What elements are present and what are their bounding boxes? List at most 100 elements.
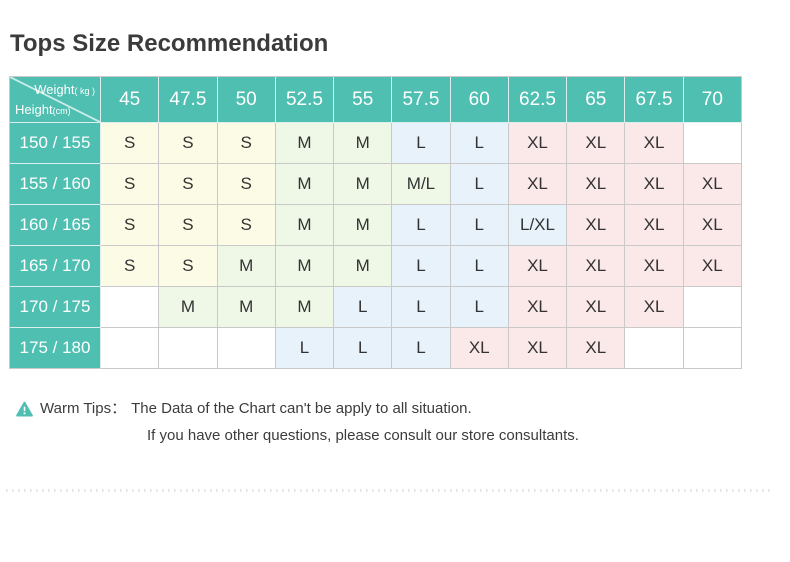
warm-tips-label: Warm Tips： — [40, 400, 127, 417]
size-cell: M — [275, 164, 335, 205]
size-cell: M — [334, 164, 393, 205]
table-header-row: Weight( kg ) Height(cm) 45 47.5 50 52.5 55 57… — [10, 77, 742, 123]
table-body: 150 / 155 S S S M M L L XL XL XL 155 / 160 S S S M M M/L L… — [10, 123, 742, 369]
size-cell: XL — [625, 164, 684, 205]
size-cell: XL — [508, 328, 568, 369]
size-cell — [683, 287, 742, 328]
size-cell: L/XL — [508, 205, 568, 246]
size-cell: M — [217, 287, 276, 328]
table-row: 150 / 155 S S S M M L L XL XL XL — [10, 123, 742, 164]
column-header: 57.5 — [392, 77, 451, 123]
row-header: 175 / 180 — [10, 328, 101, 369]
table-row: 160 / 165 S S S M M L L L/XL XL XL XL — [10, 205, 742, 246]
size-cell — [159, 328, 218, 369]
table-row: 175 / 180 L L L XL XL XL — [10, 328, 742, 369]
size-cell — [625, 328, 684, 369]
row-header: 160 / 165 — [10, 205, 101, 246]
size-cell: XL — [567, 328, 626, 369]
size-cell: L — [450, 205, 509, 246]
size-cell: L — [334, 287, 393, 328]
size-cell: XL — [625, 246, 684, 287]
size-cell: S — [217, 164, 276, 205]
size-cell: M — [334, 205, 393, 246]
size-cell: XL — [567, 246, 626, 287]
size-cell: XL — [683, 246, 742, 287]
size-cell — [217, 328, 276, 369]
size-cell: S — [101, 246, 160, 287]
size-cell: XL — [450, 328, 509, 369]
size-cell: S — [101, 164, 160, 205]
height-axis-label: Height(cm) — [15, 102, 71, 117]
warm-tips-line1: Warm Tips： The Data of the Chart can't b… — [16, 399, 790, 419]
size-cell: XL — [508, 164, 568, 205]
dashed-separator — [6, 489, 770, 492]
column-header: 52.5 — [275, 77, 335, 123]
size-cell: L — [334, 328, 393, 369]
column-header: 55 — [334, 77, 393, 123]
size-cell: L — [450, 164, 509, 205]
table-row: 155 / 160 S S S M M M/L L XL XL XL XL — [10, 164, 742, 205]
size-cell: L — [392, 328, 451, 369]
column-header: 47.5 — [159, 77, 218, 123]
size-cell: L — [392, 287, 451, 328]
size-cell: XL — [508, 287, 568, 328]
row-header: 150 / 155 — [10, 123, 101, 164]
size-cell: S — [159, 205, 218, 246]
size-cell: XL — [508, 123, 568, 164]
size-cell: M — [159, 287, 218, 328]
size-cell: M/L — [392, 164, 451, 205]
size-cell: XL — [567, 123, 626, 164]
size-cell: M — [334, 123, 393, 164]
size-cell: M — [275, 246, 335, 287]
table-row: 165 / 170 S S M M M L L XL XL XL XL — [10, 246, 742, 287]
column-header: 50 — [217, 77, 276, 123]
size-cell: L — [392, 246, 451, 287]
size-cell: XL — [567, 287, 626, 328]
size-cell — [101, 328, 160, 369]
size-cell: S — [159, 123, 218, 164]
row-header: 170 / 175 — [10, 287, 101, 328]
size-cell: M — [275, 205, 335, 246]
size-cell — [101, 287, 160, 328]
table-row: 170 / 175 M M M L L L XL XL XL — [10, 287, 742, 328]
page-title: Tops Size Recommendation — [10, 30, 329, 57]
size-cell: XL — [683, 205, 742, 246]
size-cell: S — [217, 123, 276, 164]
size-cell: M — [217, 246, 276, 287]
size-cell: L — [450, 287, 509, 328]
size-cell — [683, 123, 742, 164]
column-header: 62.5 — [508, 77, 568, 123]
column-header: 45 — [101, 77, 160, 123]
corner-cell: Weight( kg ) Height(cm) — [10, 77, 101, 123]
size-cell: S — [101, 205, 160, 246]
size-cell: L — [450, 123, 509, 164]
size-cell: L — [392, 205, 451, 246]
size-cell: XL — [625, 123, 684, 164]
size-cell: L — [392, 123, 451, 164]
size-cell: M — [275, 123, 335, 164]
row-header: 165 / 170 — [10, 246, 101, 287]
size-cell: S — [159, 164, 218, 205]
size-cell: XL — [567, 205, 626, 246]
size-cell: M — [275, 287, 335, 328]
size-cell — [683, 328, 742, 369]
column-header: 67.5 — [625, 77, 684, 123]
warning-triangle-icon — [16, 401, 33, 417]
size-cell: XL — [625, 205, 684, 246]
weight-axis-label: Weight( kg ) — [34, 82, 95, 97]
size-cell: XL — [508, 246, 568, 287]
size-cell: XL — [683, 164, 742, 205]
size-cell: S — [217, 205, 276, 246]
column-header: 65 — [567, 77, 626, 123]
column-header: 60 — [450, 77, 509, 123]
size-cell: S — [159, 246, 218, 287]
size-cell: XL — [625, 287, 684, 328]
size-cell: S — [101, 123, 160, 164]
warm-tips: Warm Tips： The Data of the Chart can't b… — [16, 399, 790, 446]
size-cell: L — [275, 328, 335, 369]
size-cell: M — [334, 246, 393, 287]
warm-tips-line2: If you have other questions, please cons… — [147, 427, 579, 444]
warm-tips-text: The Data of the Chart can't be apply to … — [131, 400, 472, 417]
column-header: 70 — [683, 77, 742, 123]
size-cell: XL — [567, 164, 626, 205]
